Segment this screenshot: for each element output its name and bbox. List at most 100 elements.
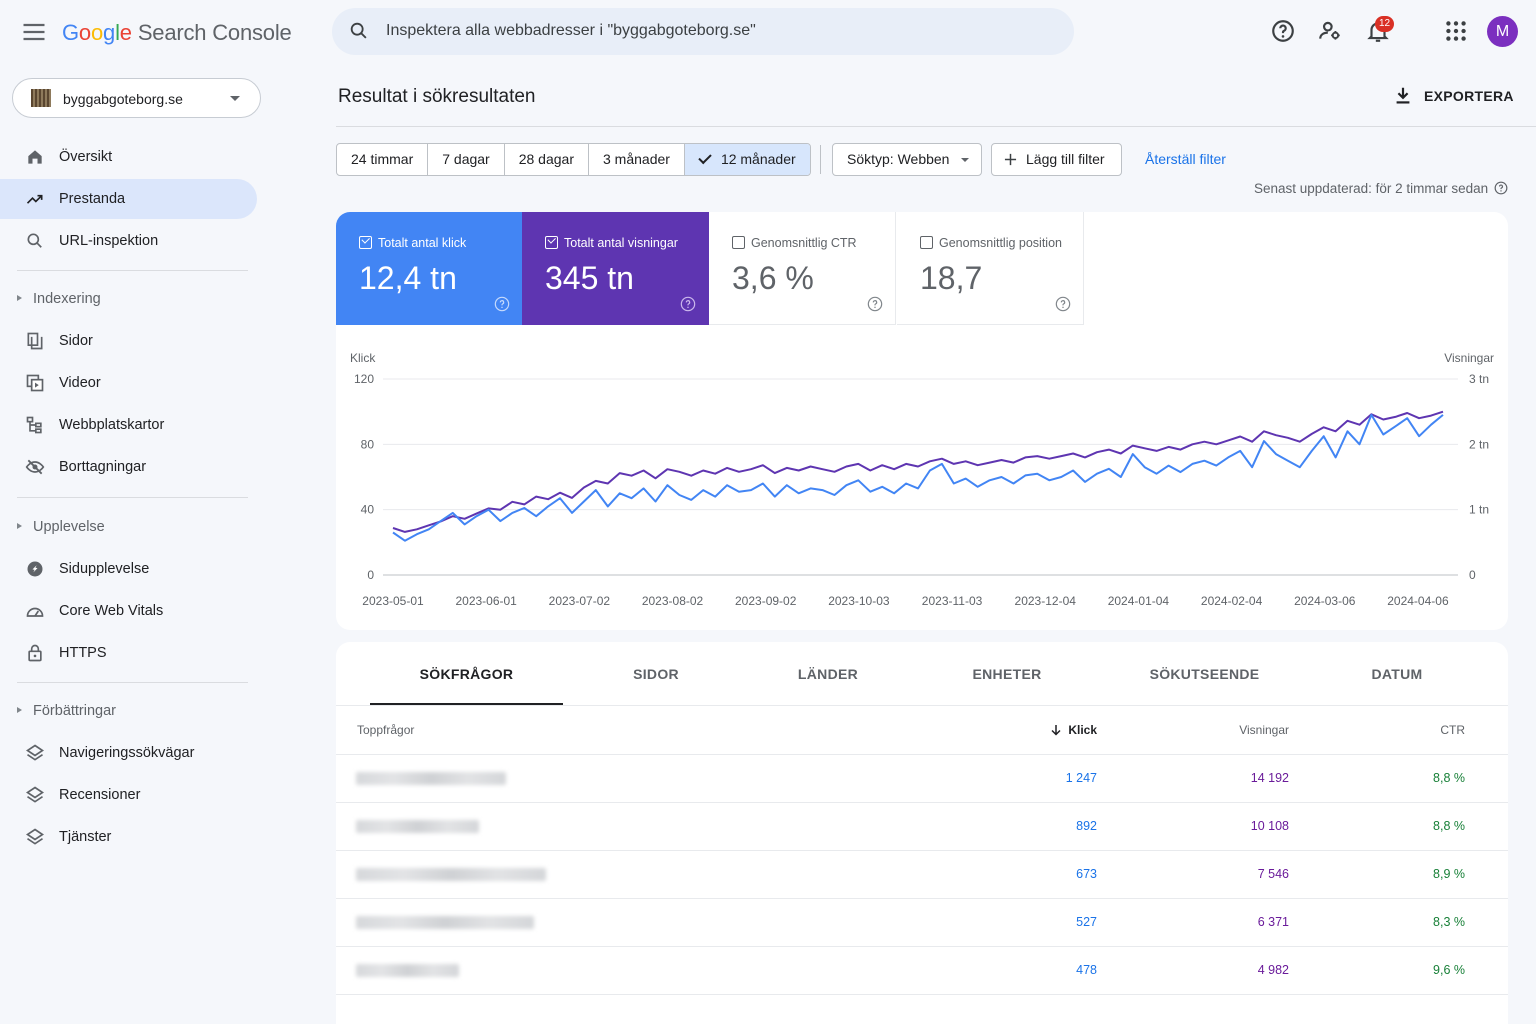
redacted-query [356, 772, 506, 785]
apps-grid-icon[interactable] [1443, 18, 1469, 44]
sidebar-item-label: HTTPS [59, 645, 107, 661]
sidebar-item-label: Core Web Vitals [59, 603, 164, 619]
range-3-manader[interactable]: 3 månader [589, 144, 685, 175]
metric-total-impressions[interactable]: Totalt antal visningar 345 tn [522, 212, 709, 325]
metric-average-position[interactable]: Genomsnittlig position 18,7 [897, 212, 1084, 325]
table-row[interactable]: 527 6 371 8,3 % [336, 899, 1508, 947]
sidebar-item-oversikt[interactable]: Översikt [0, 137, 257, 177]
metric-checkbox[interactable] [732, 236, 745, 249]
table-row[interactable]: 478 4 982 9,6 % [336, 947, 1508, 995]
range-28-dagar[interactable]: 28 dagar [505, 144, 589, 175]
y-tick-label-left: 80 [361, 437, 375, 451]
redacted-query [356, 820, 479, 833]
sidebar-item-label: URL-inspektion [59, 233, 159, 249]
sidebar-item-core-web-vitals[interactable]: Core Web Vitals [0, 591, 257, 631]
add-filter-label: Lägg till filter [1026, 151, 1105, 167]
help-icon[interactable] [1270, 18, 1296, 44]
table-row[interactable]: 1 247 14 192 8,8 % [336, 755, 1508, 803]
sidebar-item-navigeringssokvagar[interactable]: Navigeringssökvägar [0, 733, 257, 773]
x-tick-label: 2023-09-02 [735, 594, 797, 608]
inspect-url-input[interactable] [386, 16, 1046, 46]
tab-sokfragor[interactable]: SÖKFRÅGOR [419, 666, 514, 682]
sidebar-item-label: Videor [59, 375, 101, 391]
search-type-dropdown[interactable]: Söktyp: Webben [832, 143, 982, 176]
sidebar-item-label: Navigeringssökvägar [59, 745, 195, 761]
sidebar-item-recensioner[interactable]: Recensioner [0, 775, 257, 815]
export-label: EXPORTERA [1424, 88, 1514, 104]
menu-icon[interactable] [20, 18, 48, 46]
row-impressions: 10 108 [1250, 819, 1289, 833]
table-row[interactable]: 892 10 108 8,8 % [336, 803, 1508, 851]
column-header-impressions[interactable]: Visningar [1239, 723, 1289, 737]
table-row[interactable]: 673 7 546 8,9 % [336, 851, 1508, 899]
manage-users-icon[interactable] [1317, 18, 1343, 44]
logo-letter: o [90, 20, 104, 45]
tab-sokutseende[interactable]: SÖKUTSEENDE [1149, 666, 1260, 682]
property-selector[interactable]: byggabgoteborg.se [12, 78, 261, 118]
sidebar-item-label: Webbplatskartor [59, 417, 165, 433]
table-header: Toppfrågor Klick Visningar CTR [336, 706, 1508, 755]
help-icon[interactable] [680, 296, 696, 312]
range-24-timmar[interactable]: 24 timmar [337, 144, 429, 175]
y-tick-label-right: 1 tn [1469, 503, 1489, 517]
column-header-clicks[interactable]: Klick [1050, 723, 1097, 737]
help-icon[interactable] [1494, 181, 1508, 195]
sidebar-section-forbattringar[interactable]: Förbättringar [17, 703, 116, 719]
account-avatar[interactable]: M [1487, 16, 1518, 47]
column-header-ctr[interactable]: CTR [1440, 723, 1465, 737]
reset-filter-link[interactable]: Återställ filter [1145, 151, 1226, 167]
tab-lander[interactable]: LÄNDER [797, 666, 859, 682]
sidebar-item-webbplatskartor[interactable]: Webbplatskartor [0, 405, 257, 445]
row-impressions: 7 546 [1257, 867, 1289, 881]
notification-count-badge: 12 [1375, 16, 1394, 32]
series-line-klick [392, 413, 1444, 542]
logo-letter: l [115, 20, 120, 45]
sidebar-item-sidupplevelse[interactable]: Sidupplevelse [0, 549, 257, 589]
x-tick-label: 2023-07-02 [549, 594, 611, 608]
y-tick-label-left: 0 [367, 568, 374, 582]
sidebar-item-videor[interactable]: Videor [0, 363, 257, 403]
search-console-logo[interactable]: Google Search Console [62, 20, 292, 46]
sidebar-section-indexering[interactable]: Indexering [17, 291, 101, 307]
inspect-search-bar[interactable] [332, 8, 1074, 55]
tab-enheter[interactable]: ENHETER [972, 666, 1042, 682]
sidebar-item-label: Borttagningar [59, 459, 147, 475]
metric-checkbox[interactable] [545, 236, 558, 249]
layers-icon [25, 786, 45, 803]
performance-card: Totalt antal klick 12,4 tn Totalt antal … [336, 212, 1508, 630]
chevron-down-icon [230, 96, 240, 101]
metric-checkbox[interactable] [359, 236, 372, 249]
range-7-dagar[interactable]: 7 dagar [428, 144, 505, 175]
sidebar-item-borttagningar[interactable]: Borttagningar [0, 447, 257, 487]
x-tick-label: 2024-01-04 [1108, 594, 1170, 608]
add-filter-button[interactable]: Lägg till filter [991, 143, 1122, 176]
tab-datum[interactable]: DATUM [1371, 666, 1423, 682]
range-12-manader[interactable]: 12 månader [684, 144, 810, 175]
sidebar-item-url-inspektion[interactable]: URL-inspektion [0, 221, 257, 261]
row-clicks: 527 [1076, 915, 1097, 929]
help-icon[interactable] [494, 296, 510, 312]
row-impressions: 6 371 [1257, 915, 1289, 929]
sidebar-item-tjanster[interactable]: Tjänster [0, 817, 257, 857]
logo-letter: G [62, 20, 79, 45]
check-icon [698, 150, 712, 165]
metric-total-clicks[interactable]: Totalt antal klick 12,4 tn [336, 212, 523, 325]
layers-icon [25, 744, 45, 761]
sidebar-item-prestanda[interactable]: Prestanda [0, 179, 257, 219]
sidebar-section-upplevelse[interactable]: Upplevelse [17, 519, 105, 535]
y-tick-label-left: 40 [361, 503, 375, 517]
metric-average-ctr[interactable]: Genomsnittlig CTR 3,6 % [709, 212, 896, 325]
header-divider [336, 126, 1536, 127]
row-ctr: 9,6 % [1433, 963, 1465, 977]
help-icon[interactable] [1055, 296, 1071, 312]
row-clicks: 1 247 [1065, 771, 1097, 785]
metric-checkbox[interactable] [920, 236, 933, 249]
help-icon[interactable] [867, 296, 883, 312]
active-tab-indicator [370, 703, 563, 705]
redacted-query [356, 964, 459, 977]
sidebar-item-https[interactable]: HTTPS [0, 633, 257, 673]
sidebar-item-sidor[interactable]: Sidor [0, 321, 257, 361]
last-updated-text: Senast uppdaterad: för 2 timmar sedan [1254, 181, 1508, 196]
sidebar-section-title: Upplevelse [33, 519, 105, 535]
tab-sidor[interactable]: SIDOR [633, 666, 679, 682]
